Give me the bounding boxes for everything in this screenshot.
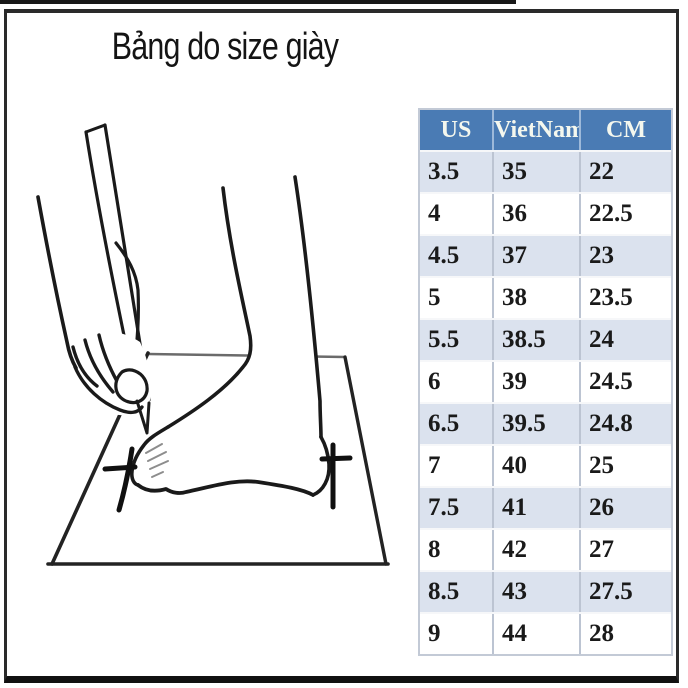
table-row: 8 42 27 xyxy=(420,528,671,570)
cell-vietnam: 36 xyxy=(494,194,581,234)
cell-us: 7.5 xyxy=(420,488,494,528)
page-title: Bảng do size giày xyxy=(111,26,339,68)
cell-us: 6.5 xyxy=(420,404,494,444)
cell-vietnam: 38 xyxy=(494,278,581,318)
heel-mark-horizontal xyxy=(319,455,353,462)
cell-cm: 26 xyxy=(589,494,614,521)
cell-vietnam: 35 xyxy=(494,152,581,192)
index-finger xyxy=(114,241,140,352)
cell-vietnam: 39 xyxy=(494,362,581,402)
cell-vietnam: 40 xyxy=(494,446,581,486)
hand xyxy=(36,195,151,435)
cell-us: 8 xyxy=(420,530,494,570)
cell-cm: 25 xyxy=(589,452,614,479)
cell-cm: 24.8 xyxy=(589,410,633,437)
table-header-row: US VietNam CM xyxy=(420,110,671,150)
table-row: 9 44 28 xyxy=(420,612,671,654)
foot-outline xyxy=(130,175,331,497)
cell-us: 4.5 xyxy=(420,236,494,276)
cell-vietnam: 37 xyxy=(494,236,581,276)
column-header-vietnam: VietNam xyxy=(494,110,581,150)
cell-cm: 22 xyxy=(589,158,614,185)
column-header-cm: CM xyxy=(606,117,646,143)
table-row: 5.5 38.5 24 xyxy=(420,318,671,360)
cell-cm: 23.5 xyxy=(589,284,633,311)
cell-cm: 24.5 xyxy=(589,368,633,395)
top-edge-line xyxy=(0,0,516,4)
cell-vietnam: 42 xyxy=(494,530,581,570)
cell-us: 7 xyxy=(420,446,494,486)
pencil-tip xyxy=(135,399,151,435)
cell-us: 4 xyxy=(420,194,494,234)
cell-cm: 28 xyxy=(589,620,614,647)
hand-bottom xyxy=(73,365,144,415)
table-row: 6 39 24.5 xyxy=(420,360,671,402)
column-header-us: US xyxy=(420,110,494,150)
table-row: 7 40 25 xyxy=(420,444,671,486)
cell-cm: 23 xyxy=(589,242,614,269)
size-table: US VietNam CM 3.5 35 22 4 36 22.5 4.5 37… xyxy=(418,108,673,656)
cell-cm: 24 xyxy=(589,326,614,353)
cell-cm: 27 xyxy=(589,536,614,563)
cell-us: 5 xyxy=(420,278,494,318)
table-row: 8.5 43 27.5 xyxy=(420,570,671,612)
table-row: 5 38 23.5 xyxy=(420,276,671,318)
cell-us: 8.5 xyxy=(420,572,494,612)
cell-us: 6 xyxy=(420,362,494,402)
table-row: 7.5 41 26 xyxy=(420,486,671,528)
cell-vietnam: 41 xyxy=(494,488,581,528)
cell-vietnam: 43 xyxy=(494,572,581,612)
cell-vietnam: 44 xyxy=(494,614,581,654)
cell-us: 9 xyxy=(420,614,494,654)
arm-line xyxy=(36,195,78,370)
toe-hatch-lines xyxy=(145,443,169,478)
table-row: 4.5 37 23 xyxy=(420,234,671,276)
cell-cm: 27.5 xyxy=(589,578,633,605)
table-row: 3.5 35 22 xyxy=(420,150,671,192)
measurement-marks xyxy=(102,442,353,513)
table-row: 4 36 22.5 xyxy=(420,192,671,234)
cell-vietnam: 39.5 xyxy=(494,404,581,444)
cell-us: 5.5 xyxy=(420,320,494,360)
table-row: 6.5 39.5 24.8 xyxy=(420,402,671,444)
cell-us: 3.5 xyxy=(420,152,494,192)
toe-pencil-stroke xyxy=(116,446,135,513)
cell-cm: 22.5 xyxy=(589,200,633,227)
cell-vietnam: 38.5 xyxy=(494,320,581,360)
border-frame xyxy=(4,9,679,683)
thumb xyxy=(114,368,149,405)
